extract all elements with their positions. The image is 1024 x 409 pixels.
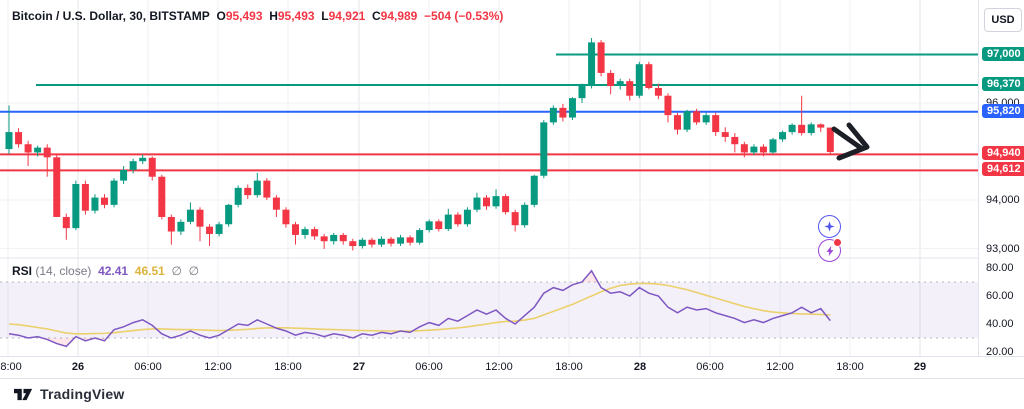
price-tick-label: 94,000 xyxy=(986,194,1020,206)
symbol-title[interactable]: Bitcoin / U.S. Dollar, 30, BITSTAMP xyxy=(12,9,210,23)
tradingview-brand-link[interactable]: TradingView xyxy=(40,386,125,402)
price-tick-label: 93,000 xyxy=(986,242,1020,255)
rsi-params: (14, close) xyxy=(35,264,92,278)
time-tick-label: 12:00 xyxy=(766,361,794,373)
rsi-tick-label: 40.00 xyxy=(986,318,1014,330)
trend-arrow-annotation[interactable] xyxy=(828,116,880,166)
footer-bar: TradingView xyxy=(0,378,1024,409)
time-tick-label: 12:00 xyxy=(204,361,232,373)
price-level-label: 96,370 xyxy=(982,77,1024,92)
sparkle-ai-icon[interactable] xyxy=(818,215,841,238)
rsi-tick-label: 60.00 xyxy=(986,290,1014,302)
time-tick-label: 06:00 xyxy=(134,361,162,373)
ohlc-low-label: L xyxy=(321,9,329,23)
sparkle-glyph xyxy=(824,221,835,232)
price-level-label: 94,940 xyxy=(982,146,1024,161)
time-axis[interactable]: 18:00 26 06:00 12:00 18:00 27 06:00 12:00 18:00 2… xyxy=(0,356,1024,379)
lightning-alerts-icon[interactable] xyxy=(818,238,842,262)
time-tick-label: 28 xyxy=(633,361,647,373)
time-tick-label: 18:00 xyxy=(555,361,583,373)
time-tick-label: 26 xyxy=(71,361,85,373)
grid-lines xyxy=(0,0,978,356)
rsi-ma-value: 46.51 xyxy=(134,264,165,278)
price-level-label: 97,000 xyxy=(982,46,1024,61)
rsi-tick-label: 80.00 xyxy=(986,262,1014,274)
currency-toggle-button[interactable]: USD xyxy=(984,8,1022,32)
lightning-glyph xyxy=(826,245,833,256)
time-tick-label: 29 xyxy=(913,361,927,373)
ohlc-high-label: H xyxy=(269,9,278,23)
rsi-legend[interactable]: RSI (14, close) 42.41 46.51 ∅ ∅ xyxy=(12,264,199,278)
ohlc-open-value: 95,493 xyxy=(225,9,263,23)
ohlc-high-value: 95,493 xyxy=(277,9,315,23)
ohlc-close-value: 94,989 xyxy=(380,9,418,23)
ohlc-low-value: 94,921 xyxy=(328,9,366,23)
ohlc-open-label: O xyxy=(216,9,226,23)
time-tick-label: 12:00 xyxy=(485,361,513,373)
tradingview-logo-icon[interactable] xyxy=(14,387,33,402)
rsi-plot xyxy=(8,269,831,348)
notification-dot xyxy=(833,238,842,247)
price-level-label: 94,612 xyxy=(982,162,1024,177)
horizontal-level-lines[interactable] xyxy=(0,53,978,172)
ohlc-close-label: C xyxy=(371,9,381,23)
rsi-empty-a: ∅ xyxy=(171,264,182,278)
price-level-label: 95,820 xyxy=(982,103,1024,118)
time-tick-label: 18:00 xyxy=(836,361,864,373)
rsi-title[interactable]: RSI xyxy=(12,264,33,278)
price-axis[interactable]: USD 96,00094,00093,00080.0060.0040.0020.… xyxy=(978,0,1024,358)
symbol-legend[interactable]: Bitcoin / U.S. Dollar, 30, BITSTAMP O95,… xyxy=(12,9,503,23)
chart-surface[interactable] xyxy=(0,0,978,356)
time-tick-label: 18:00 xyxy=(274,361,302,373)
candlesticks xyxy=(5,38,834,251)
time-tick-label: 18:00 xyxy=(0,361,22,373)
time-tick-label: 06:00 xyxy=(696,361,724,373)
rsi-empty-b: ∅ xyxy=(188,264,200,278)
rsi-tick-label: 20.00 xyxy=(986,346,1014,358)
change-value: −504 (−0.53%) xyxy=(424,9,504,23)
rsi-value: 42.41 xyxy=(98,264,129,278)
time-tick-label: 06:00 xyxy=(415,361,443,373)
time-tick-label: 27 xyxy=(352,361,366,373)
